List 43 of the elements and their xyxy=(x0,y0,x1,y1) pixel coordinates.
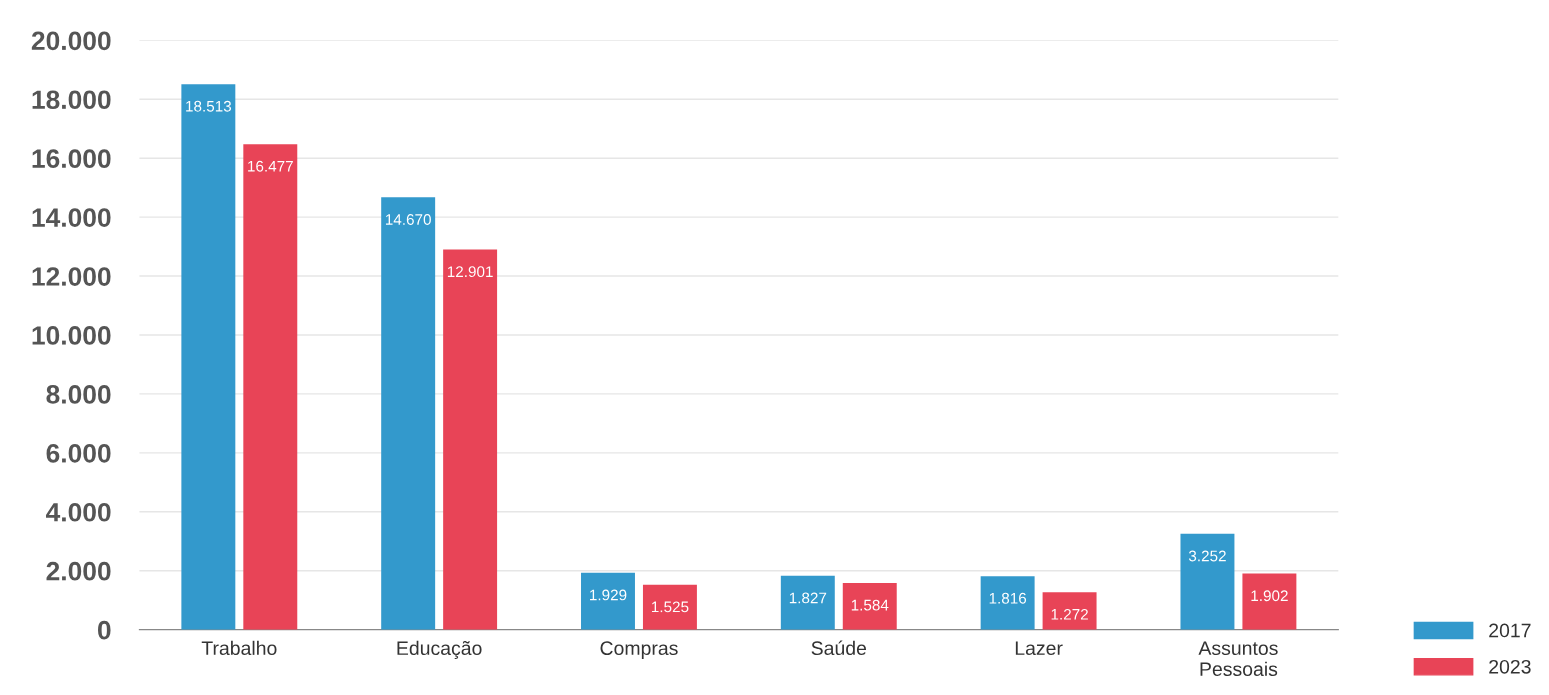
data-label: 16.477 xyxy=(248,160,293,172)
y-tick-label: 16.000 xyxy=(32,149,111,168)
y-tick-label: 18.000 xyxy=(32,90,111,110)
y-tick-label: 0 xyxy=(98,620,111,640)
data-label: 1.816 xyxy=(989,592,1027,604)
data-label: 1.272 xyxy=(1051,608,1088,620)
bar xyxy=(1042,592,1097,630)
data-label: 18.513 xyxy=(186,100,232,112)
data-label: 12.901 xyxy=(447,266,493,278)
bar xyxy=(780,575,835,630)
bar xyxy=(980,576,1035,630)
y-tick-label: 2.000 xyxy=(46,561,111,581)
y-tick-label: 20.000 xyxy=(31,31,111,51)
x-tick-label: Compras xyxy=(600,641,678,659)
bar xyxy=(642,584,697,630)
y-tick-label: 4.000 xyxy=(46,502,111,522)
data-label: 1.929 xyxy=(590,589,627,601)
x-tick-label: Lazer xyxy=(1015,641,1063,656)
x-tick-label: Assuntos Pessoais xyxy=(1198,641,1278,677)
bar xyxy=(381,197,436,630)
bar xyxy=(1180,533,1235,630)
bar xyxy=(842,582,897,630)
x-tick-label: Saúde xyxy=(811,640,867,656)
data-label: 1.902 xyxy=(1251,590,1288,602)
bar xyxy=(581,572,635,630)
data-label: 1.525 xyxy=(651,601,689,613)
x-tick-label: Educação xyxy=(397,640,482,659)
y-tick-label: 10.000 xyxy=(32,326,111,345)
bar xyxy=(1242,573,1297,630)
y-tick-label: 8.000 xyxy=(46,385,111,404)
y-tick-label: 6.000 xyxy=(46,444,111,463)
data-label: 1.584 xyxy=(851,599,889,611)
legend-label: 2017 xyxy=(1489,623,1531,638)
x-tick-label: Trabalho xyxy=(201,640,277,656)
data-label: 1.827 xyxy=(789,592,827,604)
bar xyxy=(243,144,298,630)
bar xyxy=(443,249,498,630)
bar xyxy=(181,84,236,630)
data-label: 14.670 xyxy=(385,214,431,225)
legend-label: 2023 xyxy=(1489,659,1531,674)
y-tick-label: 14.000 xyxy=(32,208,111,227)
data-label: 3.252 xyxy=(1188,550,1226,562)
y-tick-label: 12.000 xyxy=(32,267,111,286)
